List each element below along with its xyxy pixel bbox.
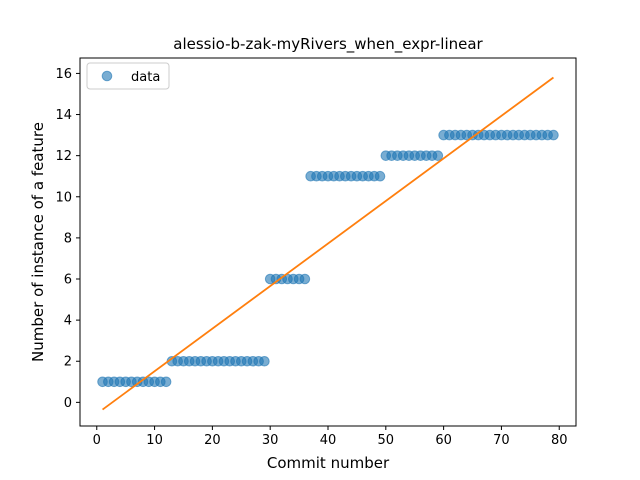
y-axis-label: Number of instance of a feature: [29, 122, 47, 362]
y-tick-label: 14: [55, 108, 72, 123]
plot-area: 0 10 20 30 40 50 60 70 80 0 2 4 6 8 10 12 14 16: [55, 57, 577, 448]
y-tick-label: 8: [64, 231, 72, 246]
x-tick-label: 50: [378, 433, 395, 448]
y-tick-label: 2: [64, 355, 72, 370]
x-tick-label: 10: [146, 433, 163, 448]
x-axis-label: Commit number: [267, 454, 390, 472]
y-tick-label: 10: [55, 190, 72, 205]
x-tick-label: 30: [262, 433, 279, 448]
data-point: [432, 150, 444, 161]
data-point: [160, 376, 172, 388]
fit-line: [102, 76, 554, 411]
data-point: [548, 129, 559, 141]
x-tick-label: 70: [493, 433, 510, 448]
x-tick-label: 20: [204, 433, 221, 448]
legend-marker: [101, 70, 113, 82]
data-point: [374, 170, 386, 182]
data-point: [299, 273, 311, 285]
x-tick-label: 40: [320, 433, 337, 448]
chart-title: alessio-b-zak-myRivers_when_expr-linear: [173, 35, 483, 54]
y-tick-label: 12: [55, 149, 72, 164]
y-tick-label: 0: [64, 396, 72, 411]
y-tick-label: 4: [64, 314, 72, 329]
y-tick-label: 6: [64, 273, 72, 288]
x-tick-label: 0: [93, 433, 101, 448]
legend-label: data: [131, 70, 160, 85]
legend-box: [86, 62, 170, 90]
x-tick-label: 80: [551, 433, 568, 448]
legend: data: [86, 62, 170, 90]
y-tick-label: 16: [55, 67, 72, 82]
data-point: [259, 355, 270, 367]
x-tick-label: 60: [435, 433, 452, 448]
